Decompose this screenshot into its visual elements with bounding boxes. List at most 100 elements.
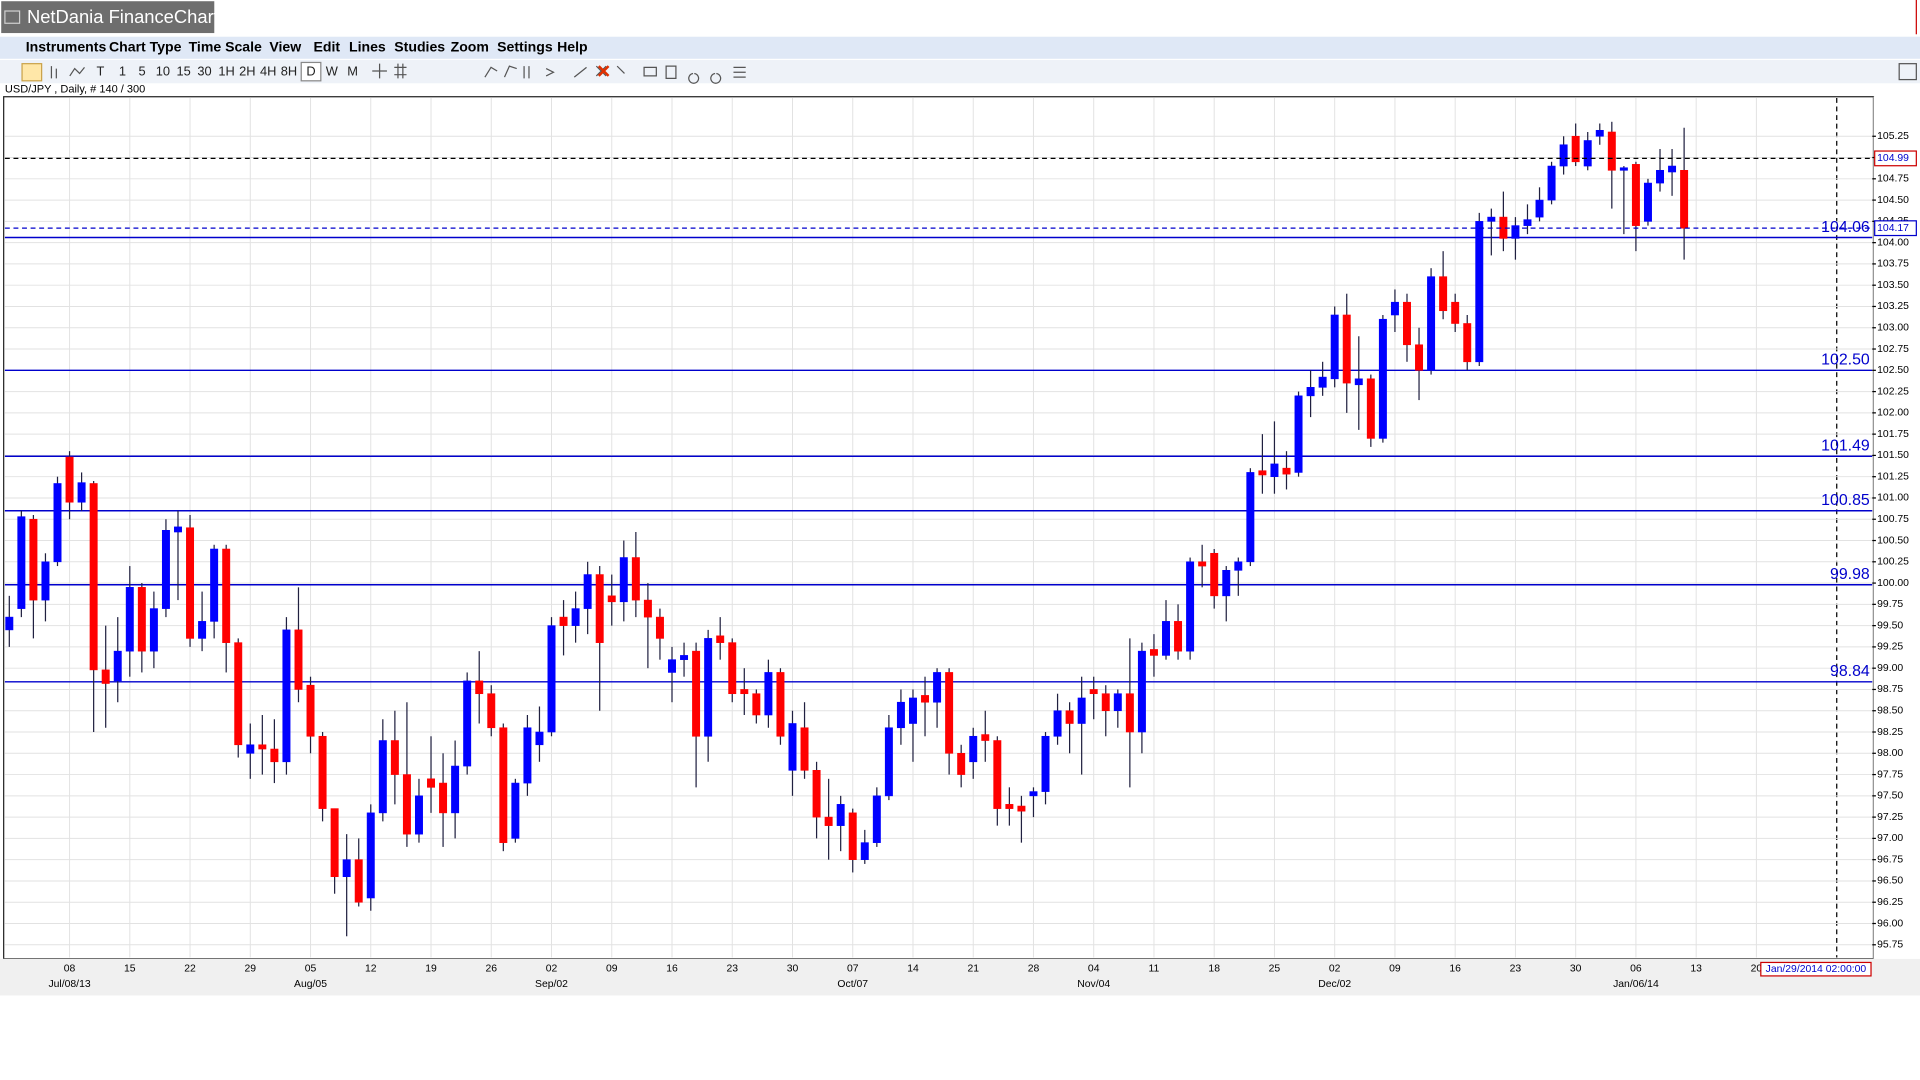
candle-body — [1619, 167, 1628, 171]
y-tick-label: 103.75 — [1877, 259, 1909, 270]
candle-body — [896, 701, 905, 729]
level-label: 100.85 — [1821, 492, 1870, 509]
candle-body — [728, 642, 737, 695]
candle-body — [812, 770, 821, 818]
timescale-button[interactable]: 5 — [138, 64, 145, 79]
window-title: NetDania FinanceChart — [27, 6, 219, 27]
candle-body — [342, 859, 351, 878]
candle-body — [53, 483, 62, 563]
x-tick-label: 19 — [425, 963, 437, 974]
timescale-button[interactable]: 1 — [119, 64, 126, 79]
level-label: 102.50 — [1821, 352, 1870, 369]
candle-body — [149, 608, 158, 652]
candle-body — [499, 727, 508, 843]
timescale-button[interactable]: 1H — [218, 64, 234, 79]
candle-body — [884, 727, 893, 797]
candle-body — [41, 561, 50, 601]
timescale-button[interactable]: M — [347, 64, 358, 79]
crosshair-price-box — [1874, 150, 1917, 167]
timescale-button[interactable]: 10 — [156, 64, 170, 79]
menu-item[interactable]: Edit — [313, 38, 340, 54]
candle-body — [559, 616, 568, 626]
candle-body — [957, 752, 966, 775]
candle-body — [198, 621, 207, 639]
x-month-label: Jan/06/14 — [1613, 979, 1659, 990]
x-tick-label: 09 — [1389, 963, 1401, 974]
menu-item[interactable]: Studies — [394, 38, 445, 54]
y-tick-label: 96.75 — [1877, 854, 1903, 865]
menu-item[interactable]: Time Scale — [189, 38, 262, 54]
settings-icon[interactable] — [1898, 63, 1917, 81]
candle-body — [1354, 378, 1363, 386]
timescale-button[interactable]: 8H — [281, 64, 297, 79]
menu-item[interactable]: Zoom — [451, 38, 489, 54]
x-tick-label: 07 — [847, 963, 859, 974]
menu-item[interactable]: Chart Type — [109, 38, 182, 54]
timescale-button[interactable]: T — [96, 64, 104, 79]
menu-item[interactable]: Instruments — [26, 38, 107, 54]
x-month-label: Nov/04 — [1077, 979, 1110, 990]
candle-body — [1535, 199, 1544, 218]
menu-item[interactable]: Help — [557, 38, 588, 54]
y-tick-label: 99.50 — [1877, 620, 1903, 631]
candle-body — [1234, 561, 1243, 571]
candle-body — [1378, 318, 1387, 439]
y-tick-label: 97.50 — [1877, 791, 1903, 802]
chart-type-icons — [50, 66, 85, 79]
candle-body — [619, 557, 628, 603]
y-tick-label: 101.25 — [1877, 471, 1909, 482]
x-tick-label: 30 — [787, 963, 799, 974]
title-tab — [1, 1, 215, 34]
candle-body — [547, 625, 556, 733]
candle-body — [1583, 140, 1592, 167]
candle-body — [390, 740, 399, 775]
menu-item[interactable]: View — [269, 38, 301, 54]
x-tick-label: 26 — [485, 963, 497, 974]
timescale-button[interactable]: D — [306, 64, 315, 79]
timescale-button[interactable]: 15 — [177, 64, 191, 79]
candle-body — [595, 574, 604, 643]
menu-item[interactable]: Settings — [497, 38, 553, 54]
candle-body — [523, 727, 532, 784]
y-tick-label: 98.75 — [1877, 684, 1903, 695]
delete-icon[interactable] — [597, 65, 610, 77]
timescale-button[interactable]: 4H — [260, 64, 276, 79]
candle-body — [1005, 804, 1014, 809]
menu-item[interactable]: Lines — [349, 38, 386, 54]
candle-body — [487, 693, 496, 729]
candle-body — [125, 587, 134, 652]
candle-body — [1017, 805, 1026, 812]
daily-button-frame[interactable] — [300, 61, 322, 82]
timescale-button[interactable]: 2H — [239, 64, 255, 79]
candle-body — [270, 748, 279, 763]
candle-body — [1668, 165, 1677, 173]
candle-body — [1680, 169, 1689, 229]
candle-body — [945, 672, 954, 754]
candle-body — [439, 782, 448, 814]
candle-body — [1631, 164, 1640, 226]
y-tick-label: 98.00 — [1877, 748, 1903, 759]
candle-body — [1475, 221, 1484, 363]
candle-body — [1029, 791, 1038, 797]
candle-body — [1330, 314, 1339, 380]
candle-button[interactable] — [21, 63, 43, 82]
timescale-button[interactable]: 30 — [197, 64, 211, 79]
candle-body — [752, 693, 761, 716]
title-bar — [0, 0, 1920, 35]
candle-body — [1174, 621, 1183, 652]
level-label: 101.49 — [1821, 438, 1870, 455]
timescale-button[interactable]: W — [326, 64, 339, 79]
candle-body — [1258, 470, 1267, 476]
candle-body — [1427, 276, 1436, 371]
candle-body — [65, 456, 74, 503]
x-tick-label: 15 — [124, 963, 136, 974]
candle-body — [475, 680, 484, 695]
x-tick-label: 23 — [726, 963, 738, 974]
y-tick-label: 98.25 — [1877, 727, 1903, 738]
candle-body — [234, 642, 243, 746]
candle-body — [451, 765, 460, 814]
y-tick-label: 101.00 — [1877, 493, 1909, 504]
candle-body — [282, 629, 291, 763]
y-tick-label: 104.00 — [1877, 237, 1909, 248]
